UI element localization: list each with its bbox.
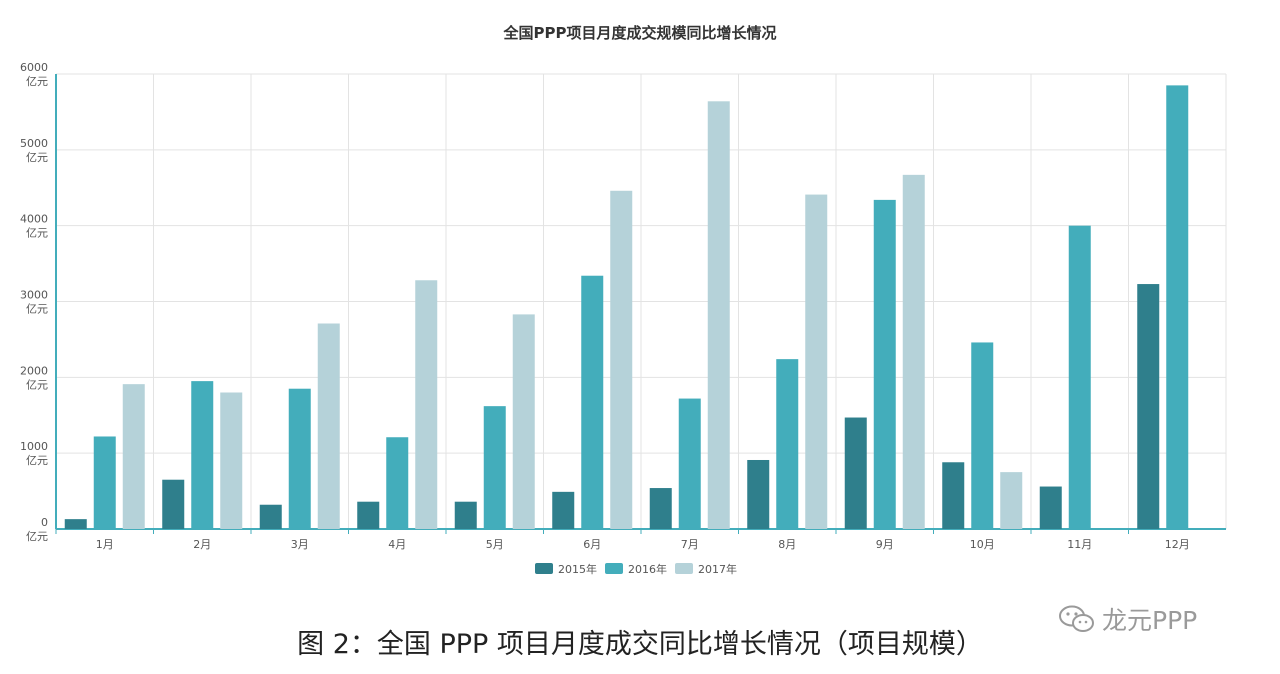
bar-2017年-4月 — [415, 280, 438, 529]
y-tick-label: 6000 — [20, 61, 48, 74]
bar-2017年-8月 — [805, 194, 828, 529]
chart-title: 全国PPP项目月度成交规模同比增长情况 — [503, 24, 777, 42]
bar-2016年-5月 — [483, 406, 506, 529]
bar-2017年-3月 — [317, 323, 340, 529]
legend-swatch — [535, 563, 553, 574]
bar-2016年-3月 — [288, 388, 311, 529]
bar-2015年-2月 — [162, 479, 185, 529]
bar-2016年-8月 — [776, 359, 799, 529]
bar-2016年-7月 — [678, 398, 701, 529]
bar-2017年-1月 — [122, 384, 145, 529]
figure-caption: 图 2：全国 PPP 项目月度成交同比增长情况（项目规模） — [297, 629, 983, 660]
brand-label: 龙元PPP — [1102, 606, 1198, 635]
bar-2015年-1月 — [64, 519, 87, 529]
bar-2017年-2月 — [220, 392, 243, 529]
bar-2017年-9月 — [902, 174, 925, 529]
legend-swatch — [605, 563, 623, 574]
bar-2015年-11月 — [1039, 486, 1062, 529]
x-tick-label: 11月 — [1067, 538, 1092, 551]
bar-chart: 全国PPP项目月度成交规模同比增长情况 0亿元1000亿元2000亿元3000亿… — [20, 24, 1227, 576]
bar-2016年-10月 — [971, 342, 994, 529]
y-tick-label: 3000 — [20, 289, 48, 302]
y-tick-unit: 亿元 — [26, 454, 48, 467]
bar-2015年-7月 — [649, 488, 672, 529]
y-tick-label: 0 — [41, 516, 48, 529]
bar-2017年-5月 — [512, 314, 535, 529]
x-tick-label: 5月 — [486, 538, 504, 551]
bar-2016年-6月 — [581, 275, 604, 529]
bar-2017年-6月 — [610, 190, 633, 530]
bar-2015年-10月 — [942, 462, 965, 529]
x-tick-label: 12月 — [1165, 538, 1190, 551]
bar-2016年-1月 — [93, 436, 116, 529]
wechat-icon — [1059, 605, 1094, 632]
y-tick-unit: 亿元 — [26, 303, 48, 316]
y-tick-label: 1000 — [20, 440, 48, 453]
bars — [64, 85, 1189, 530]
x-tick-label: 1月 — [96, 538, 114, 551]
x-tick-label: 2月 — [193, 538, 211, 551]
bar-2016年-2月 — [191, 381, 214, 529]
x-tick-label: 3月 — [291, 538, 309, 551]
y-tick-label: 2000 — [20, 364, 48, 377]
bar-2017年-10月 — [1000, 472, 1023, 529]
y-tick-unit: 亿元 — [26, 151, 48, 164]
bar-2015年-8月 — [747, 459, 770, 529]
x-axis: 1月 2月 3月 4月 5月 6月 7月 8月 9月 10月 11月 12月 — [55, 529, 1190, 551]
bar-2016年-9月 — [873, 199, 896, 529]
x-tick-label: 6月 — [583, 538, 601, 551]
bar-2015年-12月 — [1137, 284, 1160, 529]
legend-label: 2015年 — [558, 562, 597, 576]
bar-2016年-11月 — [1068, 225, 1091, 529]
x-tick-label: 10月 — [970, 538, 995, 551]
bar-2016年-12月 — [1166, 85, 1189, 529]
x-tick-label: 9月 — [876, 538, 894, 551]
legend-swatch — [675, 563, 693, 574]
y-tick-unit: 亿元 — [26, 75, 48, 88]
legend-label: 2017年 — [698, 562, 737, 576]
brand-watermark: 龙元PPP — [1058, 602, 1197, 636]
x-tick-label: 4月 — [388, 538, 406, 551]
y-tick-unit: 亿元 — [26, 378, 48, 391]
x-tick-label: 7月 — [681, 538, 699, 551]
bar-2015年-6月 — [552, 491, 575, 529]
legend-label: 2016年 — [628, 562, 667, 576]
x-tick-label: 8月 — [778, 538, 796, 551]
legend: 2015年 2016年 2017年 — [535, 562, 737, 576]
bar-2015年-4月 — [357, 501, 380, 529]
bar-2015年-3月 — [259, 504, 282, 529]
bar-2015年-5月 — [454, 501, 477, 529]
y-tick-unit: 亿元 — [26, 530, 48, 543]
bar-2015年-9月 — [844, 417, 867, 529]
bar-2017年-7月 — [707, 101, 730, 530]
y-tick-label: 4000 — [20, 213, 48, 226]
bar-2016年-4月 — [386, 437, 409, 529]
y-tick-unit: 亿元 — [26, 227, 48, 240]
y-tick-label: 5000 — [20, 137, 48, 150]
